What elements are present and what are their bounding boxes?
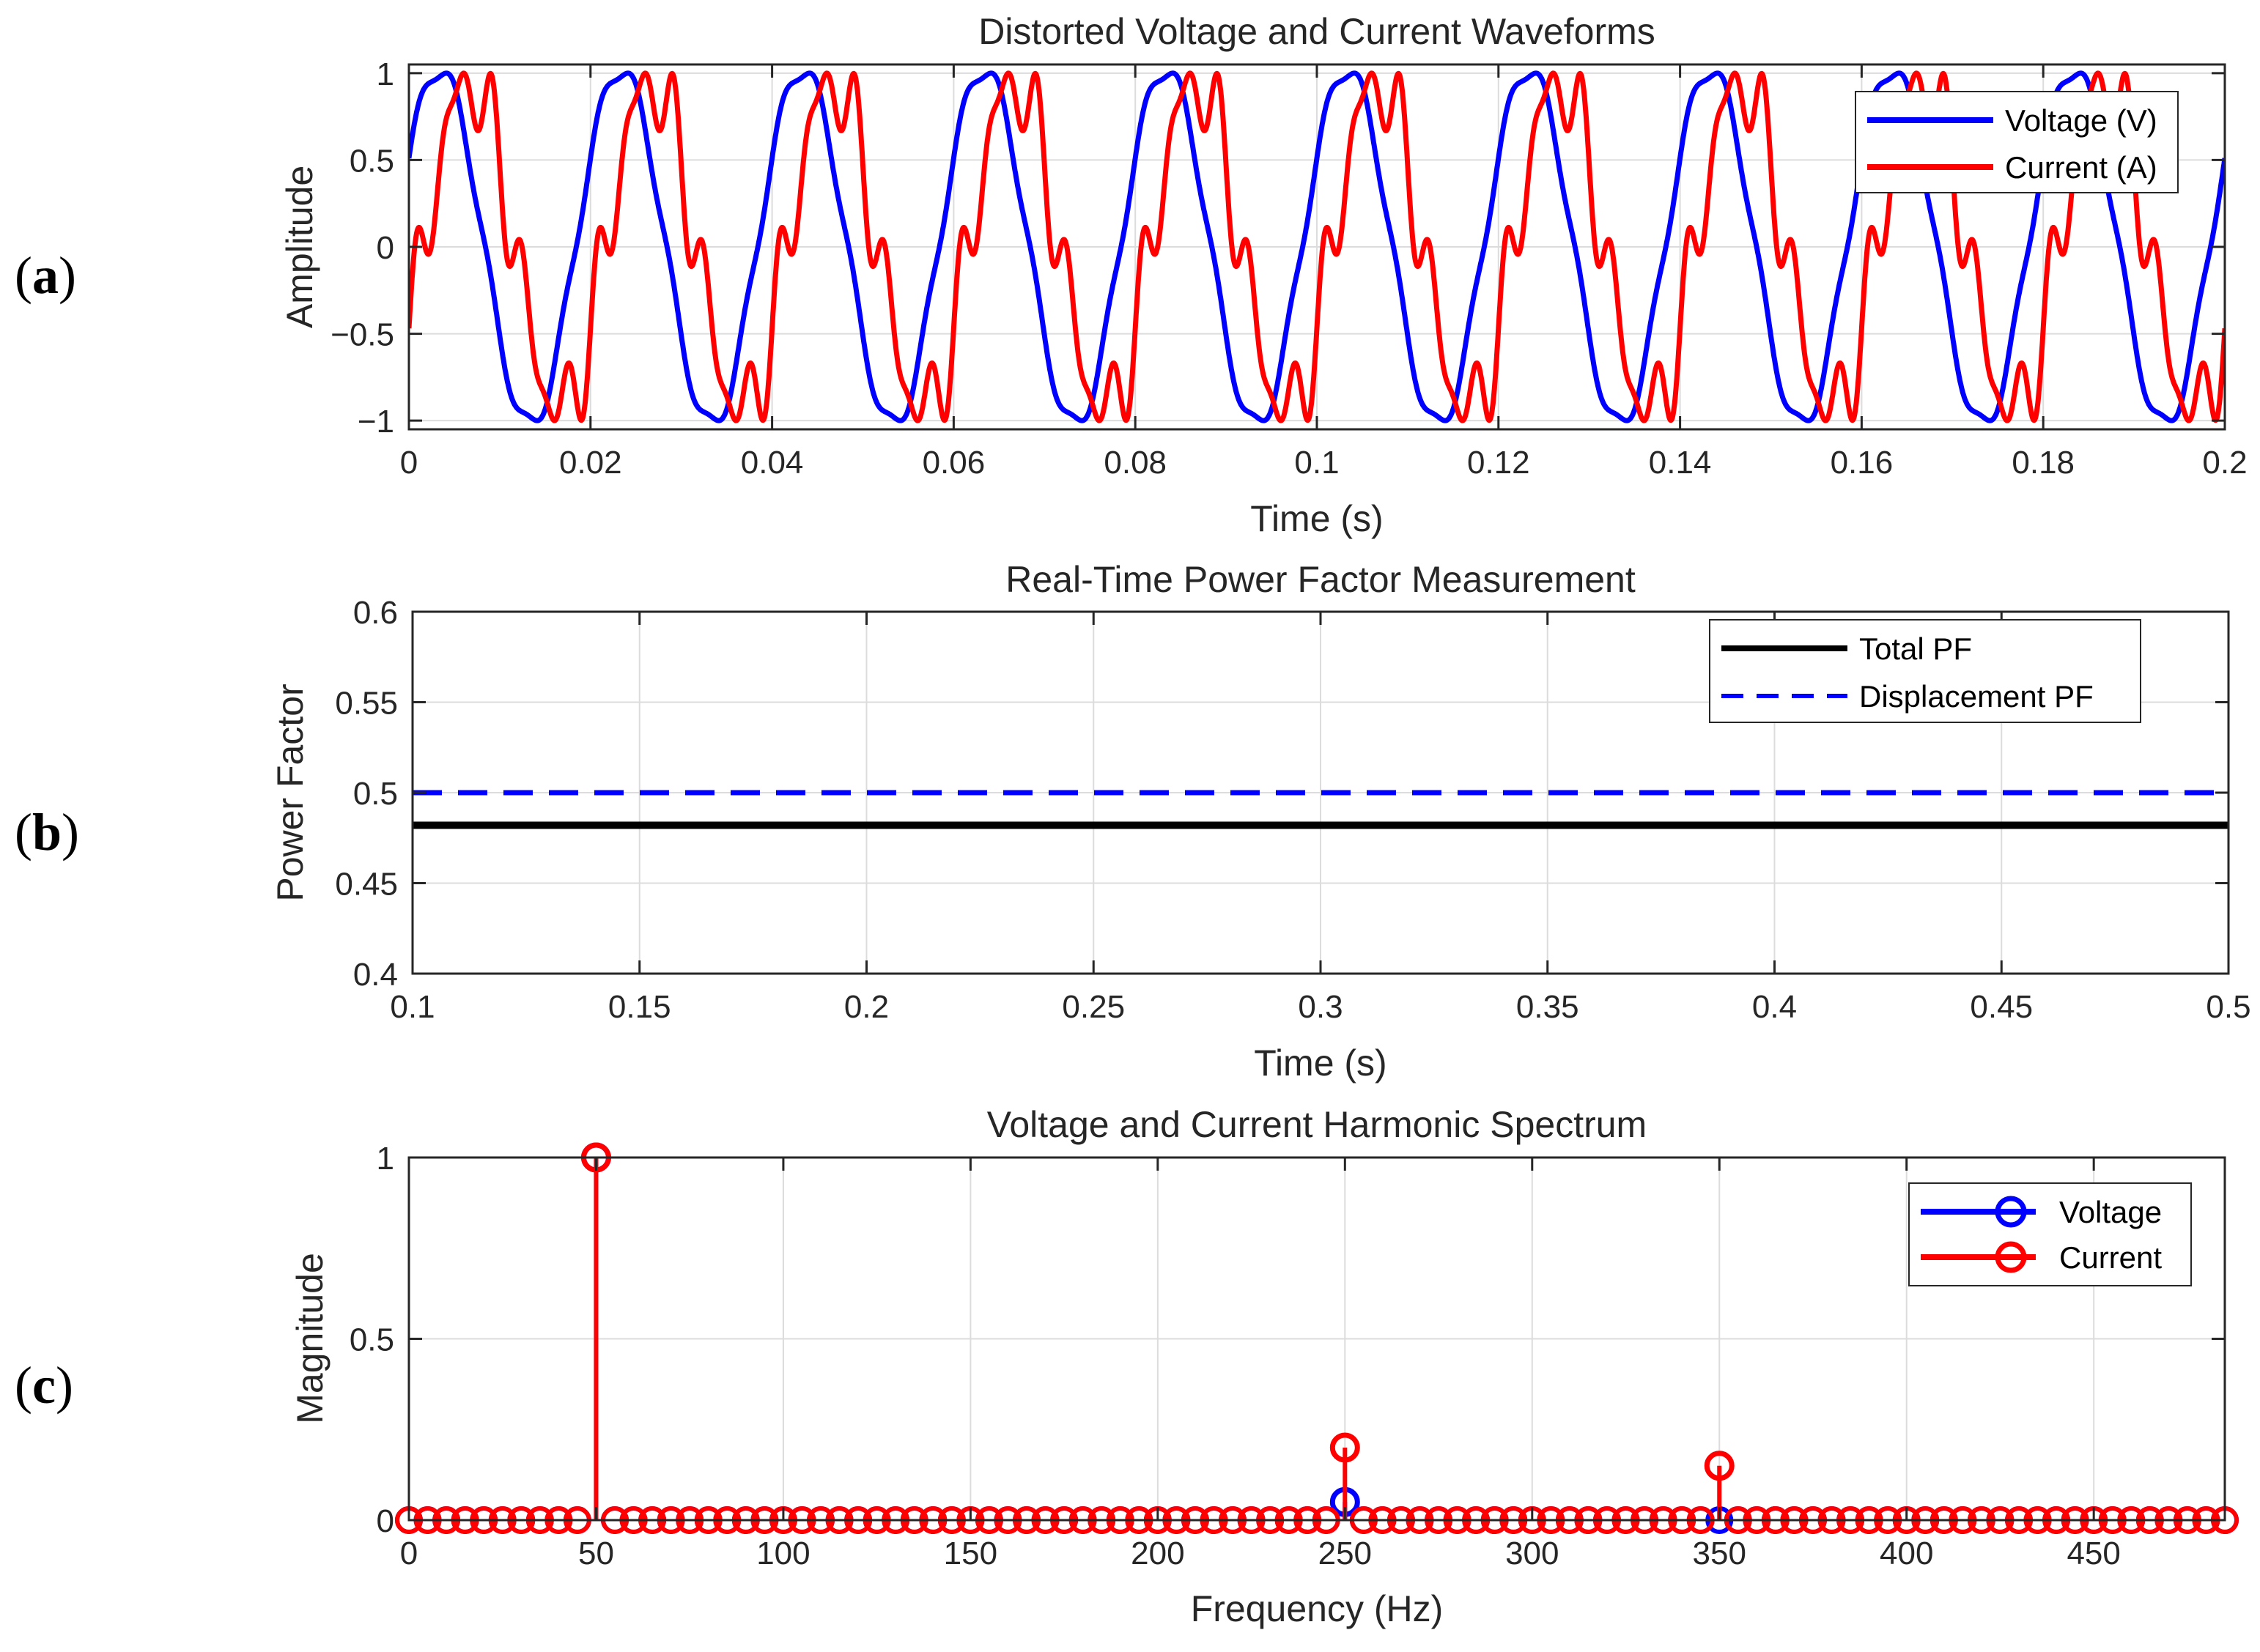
pf-y-tick-label: 0.4 <box>353 957 398 993</box>
spectrum-x-tick-label: 50 <box>578 1536 614 1571</box>
legend-current-marker <box>1995 1241 2027 1273</box>
pf-legend-box <box>1709 619 2141 723</box>
pf-x-tick-label: 0.45 <box>1970 989 2033 1025</box>
waveform-x-tick-label: 0.16 <box>1831 445 1894 481</box>
legend-voltage-marker <box>1995 1196 2027 1228</box>
pf-x-tick-label: 0.35 <box>1516 989 1579 1025</box>
pf-x-label: Time (s) <box>1254 1042 1386 1084</box>
waveform-y-ticks: −1 −0.5 0 0.5 1 <box>330 56 2225 440</box>
legend-total-pf-label: Total PF <box>1859 631 1972 666</box>
spectrum-x-tick-label: 450 <box>2067 1536 2120 1571</box>
spectrum-x-label: Frequency (Hz) <box>1191 1588 1444 1629</box>
legend-spectrum-voltage-label: Voltage <box>2059 1195 2162 1229</box>
spectrum-x-tick-label: 100 <box>756 1536 810 1571</box>
waveform-chart: 0 0.02 0.04 0.06 0.08 0.1 0.12 0.14 0.16 0.18 0.2 … <box>279 11 2248 539</box>
pf-y-label: Power Factor <box>270 684 311 901</box>
waveform-x-tick-label: 0.12 <box>1467 445 1530 481</box>
waveform-x-tick-label: 0.2 <box>2202 445 2247 481</box>
current-harmonic-marker <box>1704 1451 1735 1481</box>
pf-y-tick-label: 0.55 <box>335 686 398 722</box>
pf-x-tick-label: 0.25 <box>1062 989 1125 1025</box>
legend-spectrum-current-label: Current <box>2059 1240 2162 1275</box>
panel-label-b: (b) <box>15 803 79 862</box>
waveform-legend: Voltage (V) Current (A) <box>1855 91 2179 193</box>
legend-voltage-label: Voltage (V) <box>2005 103 2157 138</box>
waveform-title: Distorted Voltage and Current Waveforms <box>978 11 1655 52</box>
spectrum-legend-box <box>1908 1182 2192 1286</box>
panel-label-a: (a) <box>15 246 76 305</box>
pf-x-tick-label: 0.5 <box>2206 989 2250 1025</box>
spectrum-x-tick-label: 300 <box>1505 1536 1559 1571</box>
spectrum-y-tick-label: 1 <box>377 1141 394 1177</box>
spectrum-y-tick-label: 0 <box>377 1503 394 1539</box>
pf-x-ticks: 0.1 0.15 0.2 0.25 0.3 0.35 0.4 0.45 0.5 <box>390 612 2251 1025</box>
spectrum-y-ticks: 00.51 <box>350 1141 2225 1539</box>
waveform-x-tick-label: 0.18 <box>2012 445 2075 481</box>
waveform-y-tick-label: 0 <box>377 230 394 266</box>
pf-y-tick-label: 0.45 <box>335 867 398 903</box>
waveform-x-tick-label: 0.06 <box>923 445 986 481</box>
waveform-x-ticks: 0 0.02 0.04 0.06 0.08 0.1 0.12 0.14 0.16 0.18 0.2 <box>400 64 2248 481</box>
current-harmonic-marker <box>1329 1432 1360 1463</box>
waveform-x-label: Time (s) <box>1250 498 1383 539</box>
spectrum-x-tick-label: 0 <box>400 1536 418 1571</box>
spectrum-x-tick-label: 250 <box>1318 1536 1372 1571</box>
pf-x-tick-label: 0.4 <box>1752 989 1797 1025</box>
pf-y-ticks: 0.4 0.45 0.5 0.55 0.6 <box>335 595 2228 993</box>
pf-x-tick-label: 0.3 <box>1298 989 1343 1025</box>
pf-x-tick-label: 0.1 <box>390 989 435 1025</box>
waveform-y-tick-label: 1 <box>377 56 394 92</box>
waveform-y-tick-label: 0.5 <box>350 143 394 179</box>
legend-displacement-pf-label: Displacement PF <box>1859 679 2094 714</box>
pf-x-tick-label: 0.2 <box>844 989 889 1025</box>
spectrum-x-tick-label: 400 <box>1880 1536 1933 1571</box>
waveform-x-tick-label: 0 <box>400 445 418 481</box>
spectrum-legend: Voltage Current <box>1908 1182 2192 1286</box>
spectrum-title: Voltage and Current Harmonic Spectrum <box>987 1104 1647 1145</box>
waveform-y-tick-label: −1 <box>358 404 394 440</box>
spectrum-x-ticks: 0 50 100 150 200 250 300 350 400 450 <box>400 1157 2121 1571</box>
pf-series <box>413 790 2228 829</box>
waveform-x-tick-label: 0.1 <box>1294 445 1339 481</box>
panel-label-c: (c) <box>15 1356 73 1415</box>
waveform-x-tick-label: 0.08 <box>1104 445 1167 481</box>
waveform-y-label: Amplitude <box>279 166 320 328</box>
power-factor-chart: 0.1 0.15 0.2 0.25 0.3 0.35 0.4 0.45 0.5 0.40.450… <box>270 559 2251 1084</box>
pf-y-tick-label: 0.6 <box>353 595 398 631</box>
waveform-y-tick-label: −0.5 <box>330 317 394 353</box>
waveform-x-tick-label: 0.04 <box>741 445 804 481</box>
spectrum-y-label: Magnitude <box>289 1253 330 1424</box>
legend-current-label: Current (A) <box>2005 150 2157 185</box>
spectrum-y-tick-label: 0.5 <box>350 1322 394 1358</box>
waveform-x-tick-label: 0.02 <box>559 445 622 481</box>
waveform-legend-box <box>1855 91 2179 193</box>
pf-title: Real-Time Power Factor Measurement <box>1005 559 1636 600</box>
harmonic-spectrum-chart: 0 50 100 150 200 250 300 350 400 450 00.51 Voltag… <box>289 1104 2239 1629</box>
waveform-x-tick-label: 0.14 <box>1649 445 1712 481</box>
pf-y-tick-label: 0.5 <box>353 776 398 812</box>
spectrum-x-tick-label: 200 <box>1131 1536 1184 1571</box>
pf-x-tick-label: 0.15 <box>608 989 671 1025</box>
spectrum-x-tick-label: 350 <box>1693 1536 1746 1571</box>
spectrum-x-tick-label: 150 <box>944 1536 997 1571</box>
pf-legend: Total PF Displacement PF <box>1709 619 2141 723</box>
